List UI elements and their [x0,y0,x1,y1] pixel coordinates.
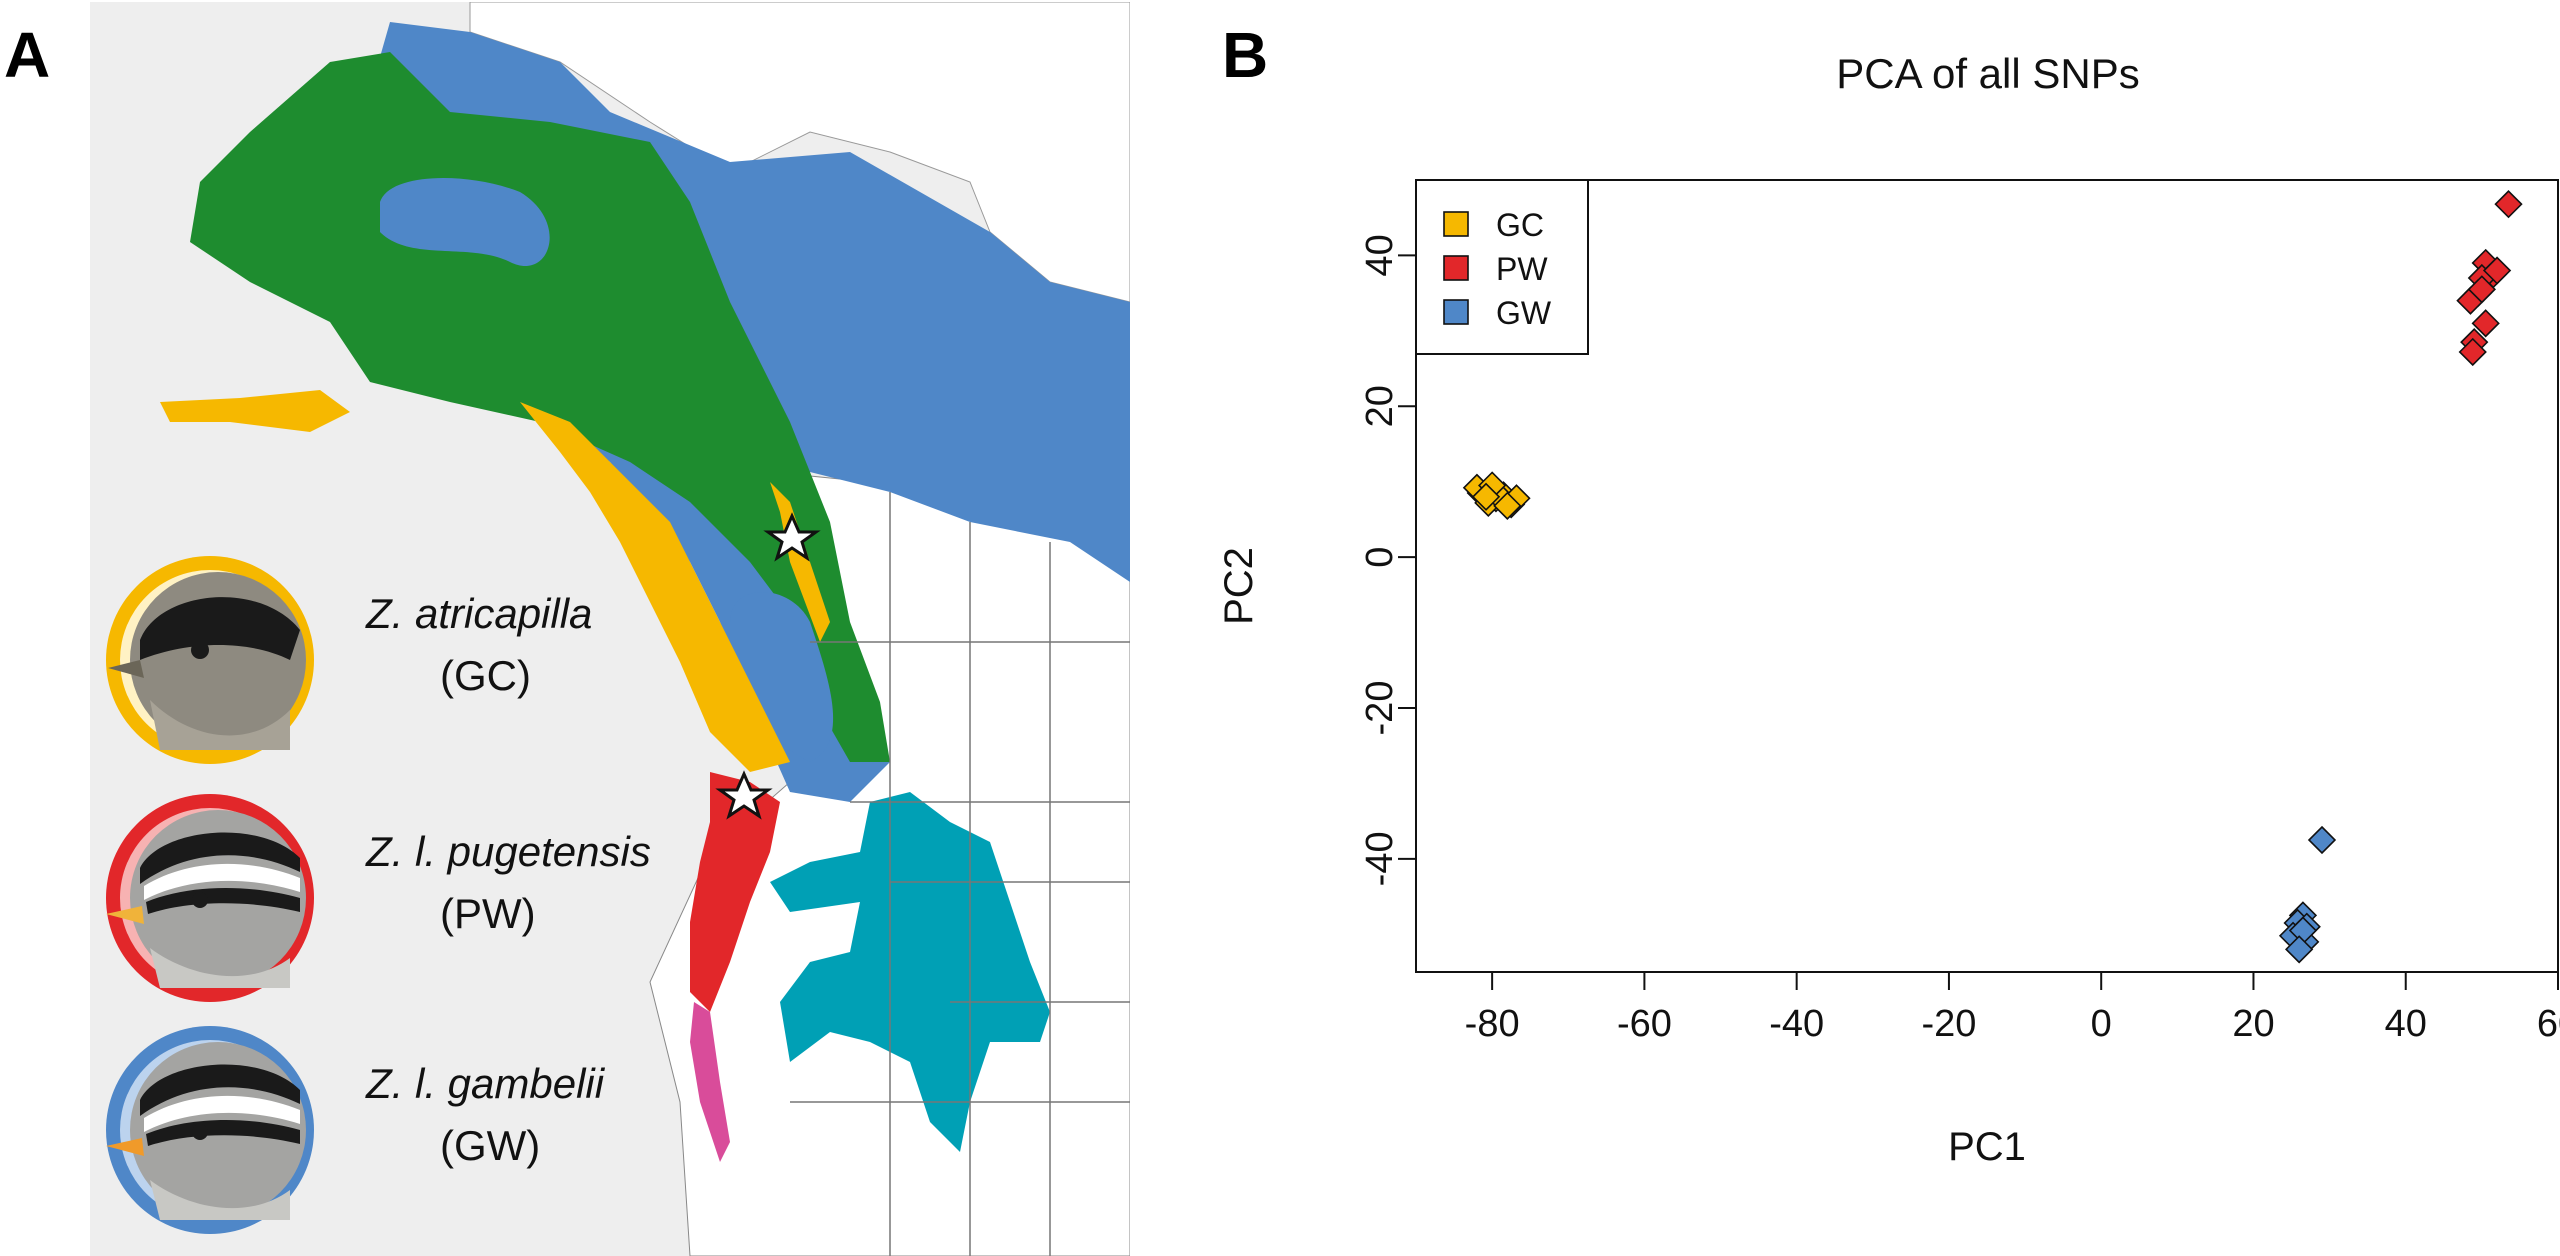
nuttalli-range [690,1002,730,1162]
y-tick-label-2: 0 [1359,547,1401,568]
y-axis-label: PC2 [1217,547,1261,625]
data-points [1462,190,2523,964]
pw-scientific-name: Z. l. pugetensis [366,828,651,875]
gw-scientific-name: Z. l. gambelii [366,1060,605,1107]
boundaries [790,492,1130,1256]
sampling-site-star-1 [763,512,821,562]
legend-swatch-pw [1443,255,1469,281]
x-tick-label-0: -80 [1465,1003,1520,1045]
sampling-site-star-2 [715,770,773,820]
x-axis-label: PC1 [1948,1125,2026,1169]
species-gc: Z. atricapilla (GC) [90,550,730,780]
pw-code: (PW) [440,890,536,937]
point-pw-8 [2458,337,2487,367]
overlap-range [190,52,890,762]
gc-bird-portrait-icon [106,556,314,764]
gw-code: (GW) [440,1122,541,1169]
legend: GC PW GW [1415,179,1589,355]
gw-interior-patch-2 [730,592,834,762]
panel-b-label: B [1222,19,1269,91]
pw-breeding-range [690,772,780,1012]
gw-bird-portrait-icon [106,1026,314,1234]
y-tick-label-4: 40 [1359,234,1401,276]
x-tick-label-2: -40 [1769,1003,1824,1045]
legend-label-gc: GC [1496,207,1544,243]
x-tick-label-1: -60 [1617,1003,1672,1045]
pw-bird-portrait-icon [106,794,314,1002]
panel-a-label: A [4,19,51,91]
gw-interior-patch-1 [380,178,550,266]
point-pw-9 [2467,275,2496,304]
point-gc-10 [1471,482,1501,511]
point-pw-6 [2471,309,2500,338]
legend-swatch-gc [1443,211,1469,237]
gc-breeding-range [160,390,830,772]
point-gw-8 [2285,935,2314,964]
point-pw-0 [2494,190,2523,219]
x-axis: -80 -60 -40 -20 0 20 40 60 [1465,971,2560,1045]
species-gw: Z. l. gambelii (GW) [90,1020,730,1250]
legend-label-pw: PW [1496,251,1548,287]
y-tick-label-0: -40 [1359,831,1401,886]
y-tick-label-1: -20 [1359,681,1401,736]
species-pw: Z. l. pugetensis (PW) [90,788,730,1018]
legend-swatch-gw [1443,299,1469,325]
x-tick-label-7: 60 [2537,1003,2560,1045]
x-tick-label-6: 40 [2385,1003,2427,1045]
y-axis: -40 -20 0 20 40 [1359,234,1417,886]
point-gw-0 [2307,825,2337,855]
gc-scientific-name: Z. atricapilla [366,590,593,637]
point-gc-9 [1493,491,1522,520]
y-tick-label-3: 20 [1359,385,1401,427]
point-pw-10 [2482,256,2512,285]
gc-code: (GC) [440,652,531,699]
x-tick-label-5: 20 [2232,1003,2274,1045]
x-tick-label-4: 0 [2091,1003,2112,1045]
range-map: Z. atricapilla (GC) Z. l. pugetensis (PW… [90,2,1130,1256]
chart-title: PCA of all SNPs [1836,50,2139,97]
legend-label-gw: GW [1496,295,1552,331]
pca-scatter-chart: PCA of all SNPs -80-60-40-200204060 -40-… [1217,50,2560,1169]
x-tick-label-3: -20 [1921,1003,1976,1045]
